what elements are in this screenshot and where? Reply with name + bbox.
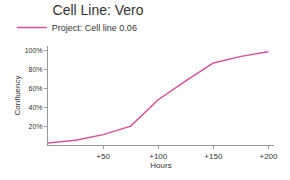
svg-text:100%: 100% xyxy=(25,47,43,54)
svg-text:Cell Line: Vero: Cell Line: Vero xyxy=(53,2,144,18)
svg-text:+200: +200 xyxy=(259,152,278,161)
svg-text:+50: +50 xyxy=(96,152,110,161)
svg-text:80%: 80% xyxy=(29,66,43,73)
svg-text:Confluency: Confluency xyxy=(13,75,22,115)
svg-text:Hours: Hours xyxy=(150,161,171,170)
svg-text:Project: Cell line 0.06: Project: Cell line 0.06 xyxy=(52,23,137,33)
svg-text:40%: 40% xyxy=(29,104,43,111)
svg-text:+150: +150 xyxy=(204,152,223,161)
svg-text:20%: 20% xyxy=(29,123,43,130)
svg-text:+100: +100 xyxy=(149,152,168,161)
svg-text:60%: 60% xyxy=(29,85,43,92)
